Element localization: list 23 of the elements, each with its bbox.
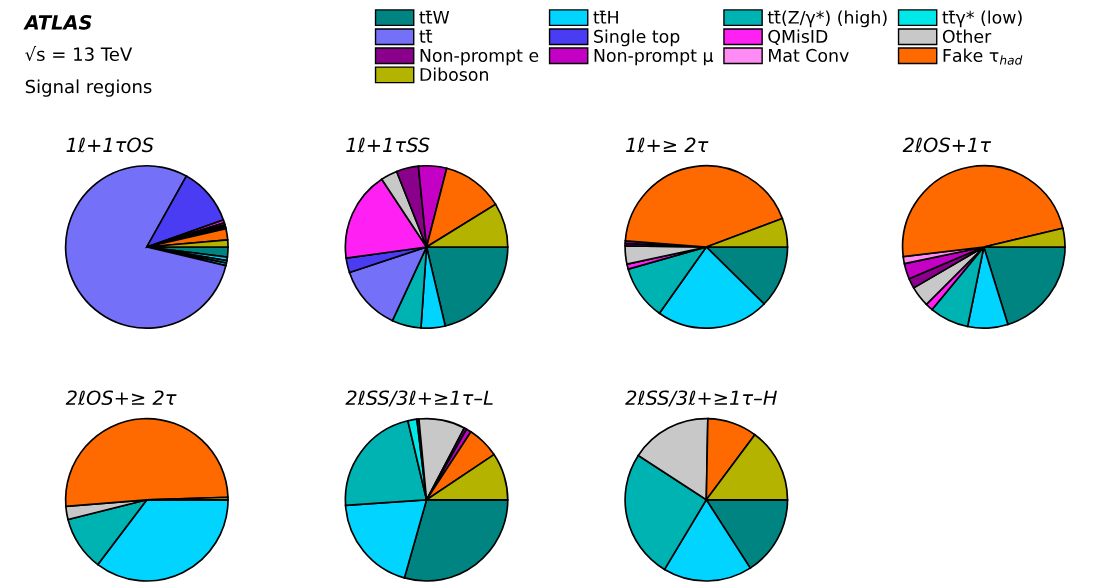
legend-label: tt̄γ* (low) [942,10,1022,28]
slice-label: 2ℓSS/3ℓ+≥1τ–L [345,390,493,407]
legend-label: tt̄H [593,10,618,24]
slice-label: 1ℓ+≥ 2τ [626,137,709,153]
legend-label: Non-prompt e [420,49,539,66]
legend-label: tt̄ [419,29,433,43]
legend-label: Non-prompt μ [594,49,714,66]
slice-label: 1ℓ+1τOS [66,137,154,153]
legend-label: Other [942,29,992,43]
text: √s = 13 TeV [25,46,133,62]
legend-label: QMisID [768,29,828,45]
legend-label: Diboson [420,67,488,82]
slice-label: 2ℓSS/3ℓ+≥1τ–H [625,390,777,407]
slice-label: 2ℓOS+≥ 2τ [65,390,177,406]
chart-title: ATLAS [23,15,92,30]
legend-label: tt̄(Z/γ*) (high) [767,10,887,28]
legend-label: Fake τ$_{had}$ [943,48,1023,65]
slice-label: 1ℓ+1τSS [346,137,430,153]
legend-label: Single top [594,29,680,47]
legend-label: tt̄W [419,10,450,24]
text: Signal regions [25,79,152,97]
legend-label: Mat Conv [769,48,849,62]
slice-label: 2ℓOS+1τ [902,137,992,153]
